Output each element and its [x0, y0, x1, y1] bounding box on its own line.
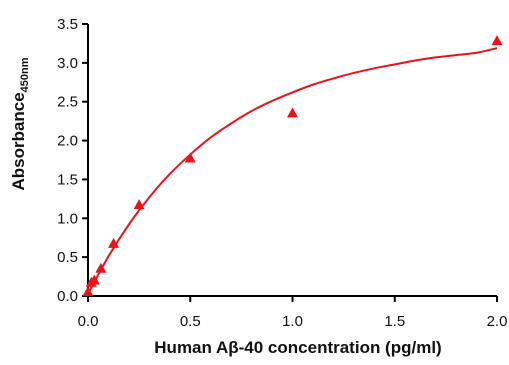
x-axis-ticks: 0.0 0.5 1.0 1.5 2.0: [78, 296, 508, 330]
data-point: [88, 274, 100, 285]
y-tick-label: 0.0: [57, 288, 78, 305]
data-point: [184, 152, 196, 163]
plot-area: 0.0 0.5 1.0 1.5 2.0 2.5 3.0 3.5 0.0 0.5 1.0 1.5 2.0: [57, 16, 507, 330]
data-point: [95, 262, 107, 273]
y-tick-label: 3.5: [57, 16, 78, 33]
y-tick-label: 1.5: [57, 171, 78, 188]
x-axis-title: Human Aβ-40 concentration (pg/ml): [154, 338, 441, 357]
data-point: [82, 286, 94, 297]
x-tick-label: 1.0: [282, 313, 303, 330]
y-axis-ticks: 0.0 0.5 1.0 1.5 2.0 2.5 3.0 3.5: [57, 16, 88, 305]
y-tick-label: 1.0: [57, 210, 78, 227]
y-tick-label: 3.0: [57, 55, 78, 72]
x-tick-label: 1.5: [384, 313, 405, 330]
data-point: [491, 35, 503, 46]
y-axis-title: Absorbance450nm: [9, 57, 31, 190]
x-tick-label: 2.0: [487, 313, 508, 330]
data-point: [287, 107, 298, 118]
data-points: [82, 35, 503, 297]
y-axis-title-main: Absorbance: [9, 92, 28, 190]
y-axis-title-subscript: 450nm: [19, 57, 31, 92]
data-point: [133, 199, 145, 210]
data-point: [108, 237, 120, 248]
y-tick-label: 2.0: [57, 133, 78, 150]
x-tick-label: 0.5: [180, 313, 201, 330]
y-tick-label: 0.5: [57, 249, 78, 266]
fit-curve: [87, 47, 498, 295]
x-tick-label: 0.0: [78, 313, 99, 330]
y-tick-label: 2.5: [57, 94, 78, 111]
